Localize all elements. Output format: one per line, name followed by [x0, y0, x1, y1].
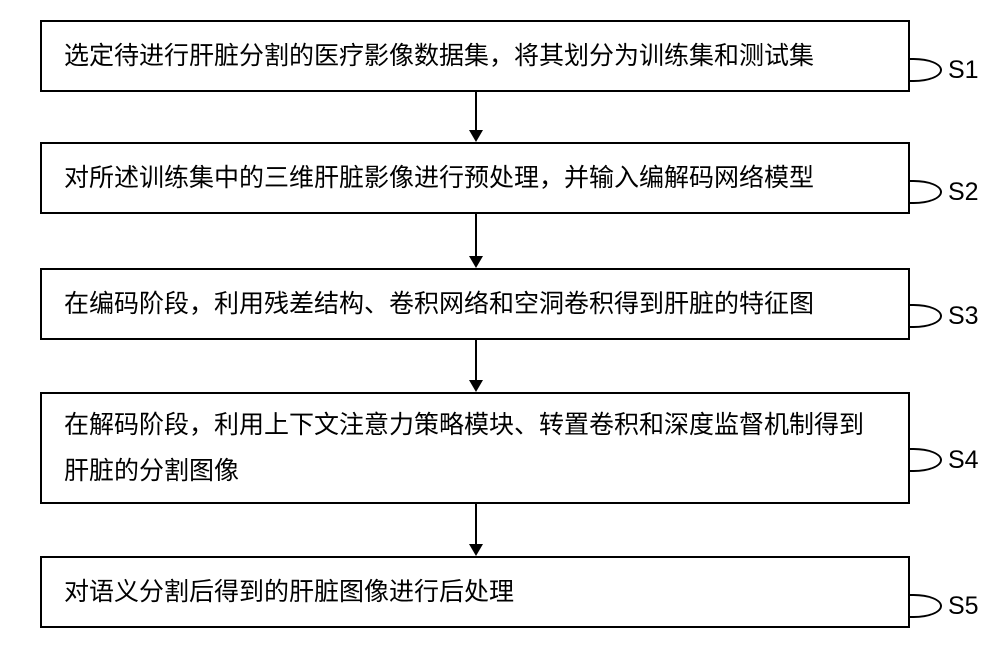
label-notch-s3 [908, 304, 942, 328]
step-text: 对所述训练集中的三维肝脏影像进行预处理，并输入编解码网络模型 [64, 155, 814, 201]
connector-s3-s4 [475, 340, 477, 382]
arrow-s2-s3 [469, 256, 483, 268]
label-notch-s2 [908, 180, 942, 204]
step-text: 在编码阶段，利用残差结构、卷积网络和空洞卷积得到肝脏的特征图 [64, 281, 814, 327]
arrow-s1-s2 [469, 130, 483, 142]
step-label-s5: S5 [948, 592, 979, 621]
connector-s1-s2 [475, 92, 477, 132]
label-notch-s4 [908, 448, 942, 472]
step-label-s3: S3 [948, 302, 979, 331]
step-label-s4: S4 [948, 446, 979, 475]
step-label-s2: S2 [948, 178, 979, 207]
step-box-s3: 在编码阶段，利用残差结构、卷积网络和空洞卷积得到肝脏的特征图 [40, 268, 910, 340]
step-box-s2: 对所述训练集中的三维肝脏影像进行预处理，并输入编解码网络模型 [40, 142, 910, 214]
step-text: 选定待进行肝脏分割的医疗影像数据集，将其划分为训练集和测试集 [64, 33, 814, 79]
step-box-s5: 对语义分割后得到的肝脏图像进行后处理 [40, 556, 910, 628]
connector-s2-s3 [475, 214, 477, 258]
step-text: 在解码阶段，利用上下文注意力策略模块、转置卷积和深度监督机制得到肝脏的分割图像 [64, 402, 886, 495]
label-notch-s5 [908, 594, 942, 618]
step-text: 对语义分割后得到的肝脏图像进行后处理 [64, 569, 514, 615]
step-box-s4: 在解码阶段，利用上下文注意力策略模块、转置卷积和深度监督机制得到肝脏的分割图像 [40, 392, 910, 504]
step-box-s1: 选定待进行肝脏分割的医疗影像数据集，将其划分为训练集和测试集 [40, 20, 910, 92]
flowchart-canvas: 选定待进行肝脏分割的医疗影像数据集，将其划分为训练集和测试集 S1 对所述训练集… [0, 0, 1000, 647]
arrow-s3-s4 [469, 380, 483, 392]
arrow-s4-s5 [469, 544, 483, 556]
step-label-s1: S1 [948, 56, 979, 85]
connector-s4-s5 [475, 504, 477, 546]
label-notch-s1 [908, 58, 942, 82]
